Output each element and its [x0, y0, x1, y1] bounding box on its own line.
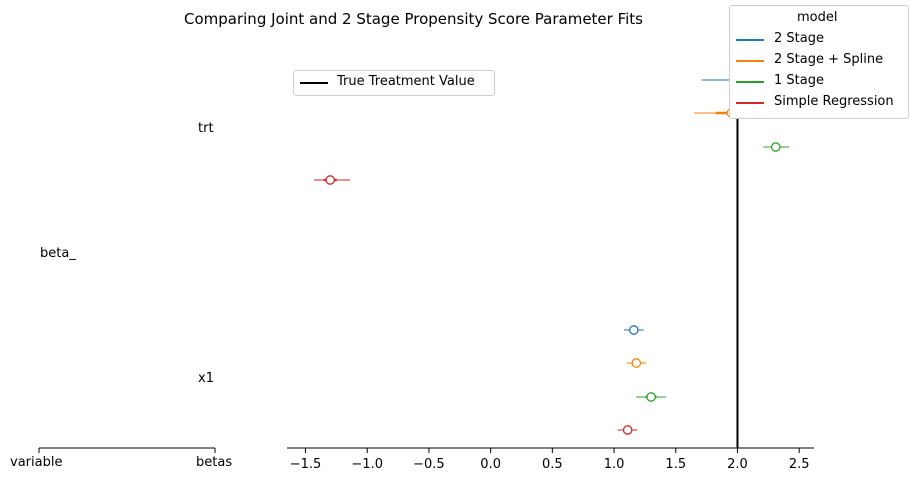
point-estimate-x1-2-stage [628, 325, 639, 335]
left-tick-variable: variable [10, 455, 63, 470]
x-tick-label-7: 2.0 [727, 457, 748, 472]
model-legend: model 2 Stage 2 Stage + Spline 1 Stage S… [729, 5, 909, 119]
group-label-beta: beta_ [40, 246, 76, 261]
row-label-trt: trt [198, 121, 214, 136]
legend-label-1-stage: 1 Stage [774, 73, 824, 88]
x-tick-label-5: 1.0 [604, 457, 625, 472]
point-estimate-x1-1-stage [646, 392, 656, 402]
x-tick-label-0: −1.5 [290, 457, 322, 472]
legend-swatch-simple-regression [736, 102, 764, 104]
point-estimate-x1-2-stage-spline [631, 358, 642, 368]
point-estimate-trt-simple-regression [325, 175, 336, 185]
legend-label-simple-regression: Simple Regression [774, 94, 894, 109]
legend-label-2-stage: 2 Stage [774, 31, 824, 46]
reference-legend: True Treatment Value [293, 70, 495, 96]
legend-swatch-2-stage-spline [736, 60, 764, 62]
row-label-x1: x1 [198, 371, 214, 386]
point-estimate-trt-1-stage [770, 142, 781, 152]
legend-swatch-1-stage [736, 81, 764, 83]
legend-label-2-stage-spline: 2 Stage + Spline [774, 52, 884, 67]
chart-title: Comparing Joint and 2 Stage Propensity S… [184, 10, 643, 28]
x-tick-label-8: 2.5 [789, 457, 810, 472]
x-tick-label-6: 1.5 [665, 457, 686, 472]
plot-area: −1.5 −1.0 −0.5 0.0 0.5 1.0 1.5 2.0 2.5 [287, 60, 814, 472]
legend-swatch-2-stage [736, 39, 764, 41]
point-estimate-x1-simple-regression [622, 425, 633, 435]
reference-legend-label: True Treatment Value [337, 74, 475, 89]
left-tick-betas: betas [196, 455, 233, 470]
x-tick-label-1: −1.0 [351, 457, 383, 472]
reference-legend-swatch [300, 82, 328, 84]
x-tick-label-3: 0.0 [480, 457, 501, 472]
x-tick-label-2: −0.5 [413, 457, 445, 472]
model-legend-title: model [797, 10, 838, 25]
x-tick-label-4: 0.5 [542, 457, 563, 472]
left-panel [38, 447, 216, 453]
